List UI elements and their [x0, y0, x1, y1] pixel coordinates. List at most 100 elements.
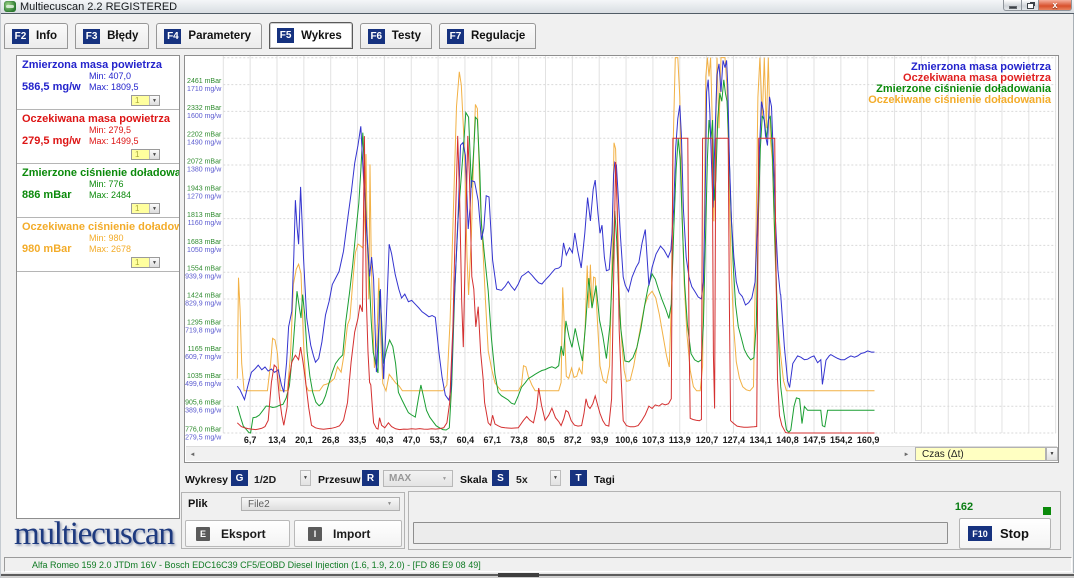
eksport-button-label: Eksport [221, 526, 266, 541]
parameter-block: Zmierzone ciśnienie doładowania 886 mBar M… [17, 164, 179, 218]
tab-testy[interactable]: F6 Testy [359, 23, 432, 49]
parameter-max: Max: 2484 [89, 190, 132, 200]
y-tick-mbar: 1035 mBar [187, 373, 222, 380]
x-tick-label: 53,7 [430, 435, 448, 445]
x-tick-label: 134,1 [749, 435, 772, 445]
x-tick-label: 67,1 [483, 435, 501, 445]
file-combo[interactable]: File2 ▼ [241, 497, 400, 511]
progress-bar [413, 522, 948, 544]
plik-label: Plik [188, 498, 208, 510]
x-tick-label: 60,4 [457, 435, 475, 445]
tab-key-badge: F4 [164, 28, 182, 44]
skala-drop-arrow-icon[interactable]: ▼ [550, 470, 561, 486]
tab-info[interactable]: F2 Info [4, 23, 69, 49]
tagi-label: Tagi [594, 474, 615, 486]
tab-parametery[interactable]: F4 Parametery [156, 23, 263, 49]
y-tick-mbar: 1165 mBar [188, 346, 222, 353]
file-combo-arrow-icon: ▼ [387, 501, 392, 507]
eksport-button[interactable]: E Eksport [185, 520, 290, 547]
tab-key-badge: F6 [367, 28, 385, 44]
parameter-scale-combo[interactable]: 1 ▼ [131, 257, 160, 268]
minimize-icon [1008, 5, 1017, 9]
parameter-scale-combo[interactable]: 1 ▼ [131, 149, 160, 160]
parameter-scale-value: 1 [132, 258, 149, 267]
skala-value[interactable]: 5x [516, 474, 528, 486]
y-tick-mgw: 719,8 mg/w [185, 327, 222, 334]
y-tick-mgw: 1160 mg/w [188, 220, 223, 227]
wykresy-label: Wykresy [185, 474, 229, 486]
y-tick-mbar: 2461 mBar [187, 78, 222, 85]
y-tick-mbar: 1943 mBar [187, 185, 222, 192]
app-icon [4, 1, 16, 12]
window-bottom-edge [1, 573, 1074, 578]
parameter-min: Min: 776 [89, 179, 124, 189]
close-button[interactable]: x [1039, 0, 1072, 11]
parameter-min: Min: 980 [89, 233, 124, 243]
przesuw-key-badge: R [362, 470, 379, 486]
x-axis-combo[interactable]: Czas (Δt) [915, 447, 1046, 461]
y-tick-mbar: 2332 mBar [187, 105, 222, 112]
tab-label: Parametery [188, 30, 252, 42]
parameter-value: 886 mBar [22, 189, 72, 201]
x-tick-label: 100,6 [615, 435, 638, 445]
series-mg/w-1 [236, 135, 875, 434]
przesuw-combo[interactable]: MAX ▼ [383, 470, 453, 487]
parameter-max: Max: 1499,5 [89, 136, 139, 146]
parameter-value: 980 mBar [22, 243, 72, 255]
tab-wykres[interactable]: F5 Wykres [269, 22, 353, 49]
legend-entry: Zmierzona masa powietrza [911, 61, 1052, 73]
parameter-block: Oczekiwana masa powietrza 279,5 mg/w Min: … [17, 110, 179, 164]
x-tick-label: 113,9 [669, 435, 691, 445]
minimize-button[interactable] [1003, 0, 1022, 11]
parameter-scale-combo[interactable]: 1 ▼ [131, 95, 160, 106]
x-tick-label: 120,7 [696, 435, 719, 445]
parameter-max: Max: 1809,5 [89, 82, 139, 92]
tab-label: Błędy [107, 30, 139, 42]
x-tick-label: 127,4 [723, 435, 746, 445]
y-tick-mgw: 1490 mg/w [187, 140, 222, 147]
progress-groupbox: 162 F10 Stop [408, 491, 1061, 550]
x-axis-combo-arrow-icon[interactable]: ▼ [1046, 447, 1058, 461]
przesuw-combo-arrow-icon: ▼ [442, 475, 447, 482]
tab-błędy[interactable]: F3 Błędy [75, 23, 150, 49]
x-tick-label: 26,8 [322, 435, 340, 445]
stop-button[interactable]: F10 Stop [959, 518, 1051, 549]
recording-indicator [1043, 507, 1051, 515]
parameter-value: 586,5 mg/w [22, 81, 81, 93]
restore-button[interactable] [1022, 0, 1039, 11]
stop-key-badge: F10 [968, 526, 992, 541]
tab-bar: F2 Info F3 Błędy F4 Parametery F5 Wykres F6 Testy… [4, 22, 537, 49]
status-bar: Alfa Romeo 159 2.0 JTDm 16V - Bosch EDC1… [4, 557, 1072, 572]
parameter-scale-arrow-icon: ▼ [149, 96, 159, 105]
x-tick-label: 20,1 [295, 435, 313, 445]
parameter-title: Oczekiwane ciśnienie doładowania [22, 221, 179, 233]
scroll-right-arrow-icon[interactable]: ► [900, 448, 913, 461]
resize-grip[interactable] [498, 573, 539, 577]
y-tick-mbar: 1554 mBar [187, 266, 222, 273]
x-tick-label: 87,2 [564, 435, 582, 445]
x-tick-label: 33,5 [349, 435, 367, 445]
y-tick-mbar: 2072 mBar [187, 159, 222, 166]
wykresy-drop-arrow-icon[interactable]: ▼ [300, 470, 311, 486]
tab-label: Info [36, 30, 58, 42]
tab-label: Wykres [301, 29, 342, 42]
legend-entry: Oczekiwane ciśnienie doładowania [868, 94, 1052, 106]
wykresy-key-badge: G [231, 470, 248, 486]
import-button[interactable]: I Import [294, 520, 402, 547]
parameter-scale-value: 1 [132, 150, 149, 159]
parameter-scale-combo[interactable]: 1 ▼ [131, 203, 160, 214]
wykresy-value[interactable]: 1/2D [254, 474, 277, 486]
series-mBar-3 [236, 57, 875, 393]
y-tick-mbar: 776,0 mBar [185, 427, 222, 434]
y-tick-mgw: 389,6 mg/w [185, 408, 222, 415]
tab-regulacje[interactable]: F7 Regulacje [438, 23, 537, 49]
y-tick-mgw: 279,5 mg/w [185, 435, 222, 442]
parameter-title: Zmierzona masa powietrza [22, 59, 162, 71]
parameter-scale-arrow-icon: ▼ [149, 150, 159, 159]
title-bar: Multiecuscan 2.2 REGISTERED x [1, 0, 1074, 14]
y-tick-mgw: 1270 mg/w [187, 193, 222, 200]
scroll-left-arrow-icon[interactable]: ◄ [186, 448, 199, 461]
legend-entry: Zmierzone ciśnienie doładowania [876, 83, 1052, 95]
parameter-block: Zmierzona masa powietrza 586,5 mg/w Min: 4… [17, 56, 179, 110]
